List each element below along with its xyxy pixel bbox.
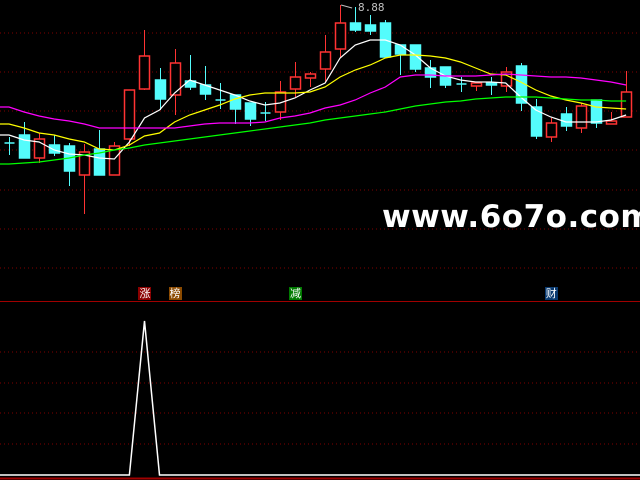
candle-up	[470, 82, 483, 87]
candle-down	[409, 44, 422, 70]
candle-up	[289, 76, 302, 90]
candle-up	[545, 122, 558, 138]
moving-average-line	[0, 73, 627, 129]
candle-down	[560, 113, 573, 127]
high-price-pointer	[340, 4, 353, 9]
moving-average-line	[0, 96, 627, 165]
candle-up	[33, 138, 46, 159]
signal-marker: 财	[544, 287, 558, 300]
candle-down	[18, 134, 31, 159]
candle-up	[78, 151, 91, 176]
candle-up	[319, 51, 332, 70]
candle-up	[575, 105, 588, 129]
high-price-label: 8.88	[358, 1, 385, 14]
signal-marker: 涨	[138, 287, 152, 300]
candle-up	[138, 55, 151, 90]
candle-down	[48, 144, 61, 154]
candle-up	[123, 89, 136, 140]
candle-down	[349, 22, 362, 31]
candle-up	[169, 62, 182, 96]
candle-down	[590, 99, 603, 124]
candle-up	[304, 73, 317, 79]
candle-down	[485, 82, 498, 86]
candle-down	[364, 24, 377, 32]
candle-up	[108, 145, 121, 176]
moving-average-line	[0, 54, 627, 151]
indicator-line	[0, 320, 640, 476]
candle-down	[154, 79, 167, 100]
candle-up	[605, 120, 618, 125]
candle-down	[530, 106, 543, 137]
candle-up	[274, 91, 287, 113]
signal-marker: 减	[288, 287, 302, 300]
watermark: www.6o7o.com	[382, 199, 640, 235]
candle-down	[244, 102, 257, 120]
candle-up	[620, 91, 633, 118]
candle-down	[394, 44, 407, 55]
candle-up	[500, 71, 513, 87]
signal-marker: 榜	[168, 287, 182, 300]
moving-average-line	[0, 39, 627, 160]
candle-up	[334, 22, 347, 50]
